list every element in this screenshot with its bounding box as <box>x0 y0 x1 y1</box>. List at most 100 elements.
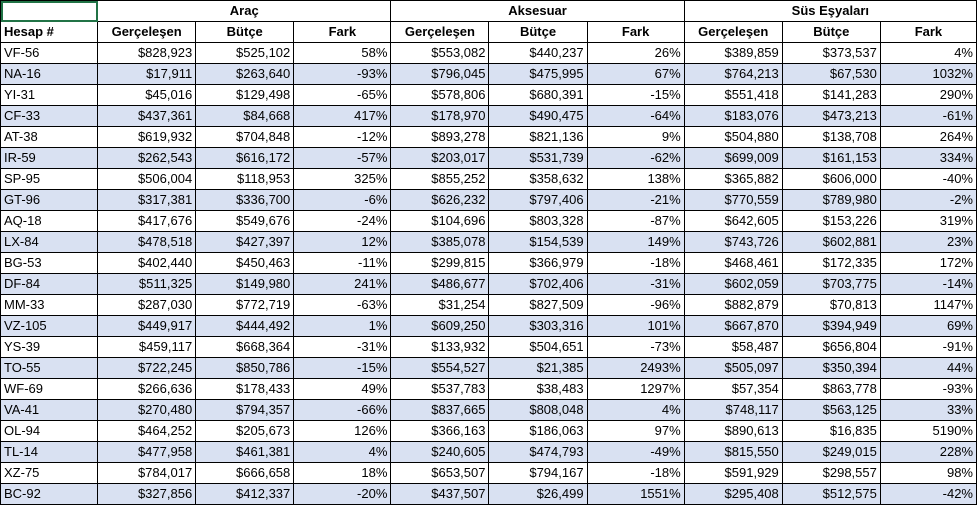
aksesuar-actual-cell[interactable]: $31,254 <box>390 294 490 316</box>
sus-diff-cell[interactable]: 264% <box>879 126 977 148</box>
sus-budget-cell[interactable]: $656,804 <box>781 336 881 358</box>
aksesuar-diff-cell[interactable]: -21% <box>586 189 685 211</box>
account-cell[interactable]: YS-39 <box>0 336 99 358</box>
aksesuar-actual-cell[interactable]: $240,605 <box>390 441 490 463</box>
sus-actual-cell[interactable]: $591,929 <box>683 462 783 484</box>
aksesuar-diff-cell[interactable]: 26% <box>586 42 685 64</box>
sus-actual-cell[interactable]: $764,213 <box>683 63 783 85</box>
aksesuar-diff-cell[interactable]: 97% <box>586 420 685 442</box>
arac-diff-cell[interactable]: 12% <box>293 231 392 253</box>
aksesuar-actual-cell[interactable]: $893,278 <box>390 126 490 148</box>
aksesuar-actual-cell[interactable]: $855,252 <box>390 168 490 190</box>
arac-actual-cell[interactable]: $266,636 <box>97 378 197 400</box>
arac-actual-cell[interactable]: $459,117 <box>97 336 197 358</box>
aksesuar-budget-cell[interactable]: $504,651 <box>488 336 588 358</box>
sus-diff-cell[interactable]: 4% <box>879 42 977 64</box>
aksesuar-actual-cell[interactable]: $796,045 <box>390 63 490 85</box>
sus-diff-cell[interactable]: 228% <box>879 441 977 463</box>
sus-actual-cell[interactable]: $58,487 <box>683 336 783 358</box>
arac-diff-cell[interactable]: -31% <box>293 336 392 358</box>
sus-actual-cell[interactable]: $748,117 <box>683 399 783 421</box>
arac-budget-cell[interactable]: $412,337 <box>195 483 295 505</box>
aksesuar-budget-cell[interactable]: $797,406 <box>488 189 588 211</box>
arac-actual-cell[interactable]: $45,016 <box>97 84 197 106</box>
aksesuar-actual-cell[interactable]: $203,017 <box>390 147 490 169</box>
account-cell[interactable]: BC-92 <box>0 483 99 505</box>
account-cell[interactable]: AQ-18 <box>0 210 99 232</box>
arac-diff-cell[interactable]: 417% <box>293 105 392 127</box>
sus-diff-cell[interactable]: -93% <box>879 378 977 400</box>
aksesuar-budget-cell[interactable]: $827,509 <box>488 294 588 316</box>
aksesuar-diff-cell[interactable]: 1551% <box>586 483 685 505</box>
arac-actual-cell[interactable]: $784,017 <box>97 462 197 484</box>
sus-actual-cell[interactable]: $699,009 <box>683 147 783 169</box>
arac-diff-cell[interactable]: -6% <box>293 189 392 211</box>
sus-diff-cell[interactable]: 33% <box>879 399 977 421</box>
account-cell[interactable]: DF-84 <box>0 273 99 295</box>
arac-actual-cell[interactable]: $402,440 <box>97 252 197 274</box>
aksesuar-actual-cell[interactable]: $578,806 <box>390 84 490 106</box>
aksesuar-budget-cell[interactable]: $702,406 <box>488 273 588 295</box>
arac-diff-cell[interactable]: 325% <box>293 168 392 190</box>
arac-budget-cell[interactable]: $850,786 <box>195 357 295 379</box>
group-header-aksesuar[interactable]: Aksesuar <box>390 0 685 22</box>
arac-diff-cell[interactable]: -11% <box>293 252 392 274</box>
sus-diff-cell[interactable]: -14% <box>879 273 977 295</box>
account-cell[interactable]: NA-16 <box>0 63 99 85</box>
account-cell[interactable]: VF-56 <box>0 42 99 64</box>
arac-budget-cell[interactable]: $772,719 <box>195 294 295 316</box>
sus-actual-cell[interactable]: $57,354 <box>683 378 783 400</box>
sus-actual-cell[interactable]: $295,408 <box>683 483 783 505</box>
sus-budget-cell[interactable]: $789,980 <box>781 189 881 211</box>
arac-budget-cell[interactable]: $427,397 <box>195 231 295 253</box>
arac-actual-cell[interactable]: $437,361 <box>97 105 197 127</box>
arac-budget-cell[interactable]: $129,498 <box>195 84 295 106</box>
arac-diff-cell[interactable]: 126% <box>293 420 392 442</box>
aksesuar-diff-cell[interactable]: -31% <box>586 273 685 295</box>
aksesuar-budget-cell[interactable]: $803,328 <box>488 210 588 232</box>
account-cell[interactable]: TO-55 <box>0 357 99 379</box>
sus-budget-cell[interactable]: $67,530 <box>781 63 881 85</box>
aksesuar-actual-cell[interactable]: $104,696 <box>390 210 490 232</box>
sus-diff-cell[interactable]: 334% <box>879 147 977 169</box>
account-cell[interactable]: AT-38 <box>0 126 99 148</box>
aksesuar-budget-cell[interactable]: $38,483 <box>488 378 588 400</box>
sus-actual-cell[interactable]: $890,613 <box>683 420 783 442</box>
sus-budget-cell[interactable]: $16,835 <box>781 420 881 442</box>
account-cell[interactable]: WF-69 <box>0 378 99 400</box>
arac-actual-cell[interactable]: $287,030 <box>97 294 197 316</box>
arac-budget-cell[interactable]: $666,658 <box>195 462 295 484</box>
sus-actual-cell[interactable]: $743,726 <box>683 231 783 253</box>
sus-budget-cell[interactable]: $563,125 <box>781 399 881 421</box>
aksesuar-actual-cell[interactable]: $299,815 <box>390 252 490 274</box>
aksesuar-budget-cell[interactable]: $474,793 <box>488 441 588 463</box>
sus-budget-cell[interactable]: $606,000 <box>781 168 881 190</box>
aksesuar-budget-cell[interactable]: $21,385 <box>488 357 588 379</box>
sus-diff-cell[interactable]: -40% <box>879 168 977 190</box>
arac-actual-cell[interactable]: $506,004 <box>97 168 197 190</box>
arac-budget-cell[interactable]: $616,172 <box>195 147 295 169</box>
aksesuar-actual-cell[interactable]: $537,783 <box>390 378 490 400</box>
arac-budget-cell[interactable]: $178,433 <box>195 378 295 400</box>
aksesuar-actual-cell[interactable]: $133,932 <box>390 336 490 358</box>
sus-diff-cell[interactable]: 290% <box>879 84 977 106</box>
aksesuar-diff-cell[interactable]: 138% <box>586 168 685 190</box>
sus-actual-cell[interactable]: $815,550 <box>683 441 783 463</box>
arac-budget-cell[interactable]: $263,640 <box>195 63 295 85</box>
sus-budget-cell[interactable]: $373,537 <box>781 42 881 64</box>
aksesuar-diff-cell[interactable]: -62% <box>586 147 685 169</box>
sus-actual-cell[interactable]: $504,880 <box>683 126 783 148</box>
account-cell[interactable]: SP-95 <box>0 168 99 190</box>
sus-diff-cell[interactable]: -91% <box>879 336 977 358</box>
aksesuar-actual-cell[interactable]: $486,677 <box>390 273 490 295</box>
sus-budget-cell[interactable]: $249,015 <box>781 441 881 463</box>
account-cell[interactable]: LX-84 <box>0 231 99 253</box>
header-actual[interactable]: Gerçeleşen <box>97 21 197 43</box>
sus-budget-cell[interactable]: $70,813 <box>781 294 881 316</box>
arac-budget-cell[interactable]: $794,357 <box>195 399 295 421</box>
sus-actual-cell[interactable]: $602,059 <box>683 273 783 295</box>
arac-diff-cell[interactable]: 49% <box>293 378 392 400</box>
aksesuar-actual-cell[interactable]: $609,250 <box>390 315 490 337</box>
sus-budget-cell[interactable]: $298,557 <box>781 462 881 484</box>
aksesuar-actual-cell[interactable]: $437,507 <box>390 483 490 505</box>
